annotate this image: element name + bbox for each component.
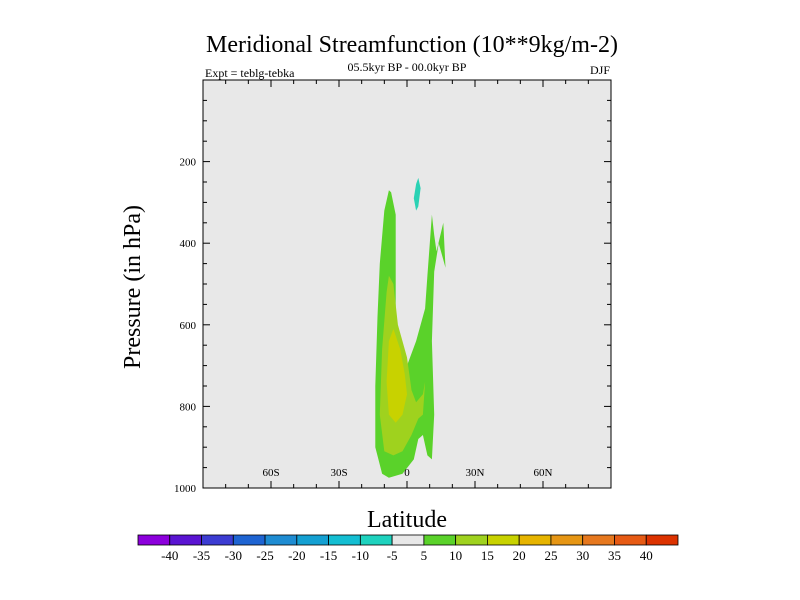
colorbar-label: -25 (256, 548, 273, 563)
colorbar-labels: -40 -35 -30 -25 -20 -15 -10 -5 5 10 15 20 25 30 35 40 (161, 548, 653, 563)
colorbar-label: 5 (421, 548, 428, 563)
colorbar-swatch (201, 534, 234, 546)
colorbar-swatch (137, 534, 171, 546)
x-axis-label: Latitude (367, 507, 447, 533)
axis-ticks (202, 79, 612, 489)
x-tick-label: 30S (330, 467, 347, 479)
y-tick-label: 1000 (174, 483, 197, 495)
subtitle-left: Expt = teblg-tebka (205, 66, 295, 80)
subtitle-center: 05.5kyr BP - 00.0kyr BP (348, 60, 467, 74)
colorbar-swatch (487, 534, 520, 546)
colorbar-swatch (391, 534, 425, 546)
colorbar-swatch (423, 534, 457, 546)
colorbar-label: 25 (544, 548, 557, 563)
x-tick-labels: 60S 30S 0 30N 60N (262, 467, 552, 479)
colorbar-label: -10 (352, 548, 369, 563)
colorbar-swatch (645, 534, 679, 546)
colorbar-swatch (518, 534, 552, 546)
x-tick-label: 60N (534, 467, 553, 479)
colorbar-swatch (232, 534, 266, 546)
chart-title: Meridional Streamfunction (10**9kg/m-2) (206, 32, 618, 58)
y-tick-label: 400 (180, 238, 197, 250)
colorbar-label: 35 (608, 548, 621, 563)
colorbar-swatch (328, 534, 361, 546)
colorbar-label: 40 (640, 548, 653, 563)
colorbar-label: -30 (225, 548, 242, 563)
colorbar-swatch (582, 534, 615, 546)
colorbar-swatch (550, 534, 584, 546)
y-axis-label: Pressure (in hPa) (120, 205, 146, 369)
colorbar-swatch (169, 534, 202, 546)
colorbar-swatch (455, 534, 488, 546)
x-tick-label: 60S (262, 467, 279, 479)
colorbar-swatch (264, 534, 298, 546)
contour-regions (375, 177, 446, 478)
y-tick-label: 600 (180, 320, 197, 332)
colorbar-label: 30 (576, 548, 589, 563)
region-neg-5-to-neg-10 (413, 177, 421, 211)
subtitle-right: DJF (590, 63, 610, 77)
colorbar-label: -20 (288, 548, 305, 563)
colorbar-label: -5 (387, 548, 398, 563)
colorbar-label: 10 (449, 548, 462, 563)
y-tick-labels: 200 400 600 800 1000 (174, 157, 197, 495)
colorbar-swatch (296, 534, 329, 546)
colorbar-label: 20 (513, 548, 526, 563)
colorbar-label: 15 (481, 548, 494, 563)
colorbar (137, 534, 679, 546)
colorbar-swatch (614, 534, 647, 546)
y-tick-label: 200 (180, 157, 197, 169)
x-tick-label: 0 (404, 467, 410, 479)
colorbar-label: -40 (161, 548, 178, 563)
region-15-to-20 (386, 328, 407, 423)
x-tick-label: 30N (466, 467, 485, 479)
colorbar-label: -35 (193, 548, 210, 563)
colorbar-label: -15 (320, 548, 337, 563)
colorbar-swatch (359, 534, 393, 546)
y-tick-label: 800 (180, 401, 197, 413)
plot-frame (202, 79, 612, 489)
